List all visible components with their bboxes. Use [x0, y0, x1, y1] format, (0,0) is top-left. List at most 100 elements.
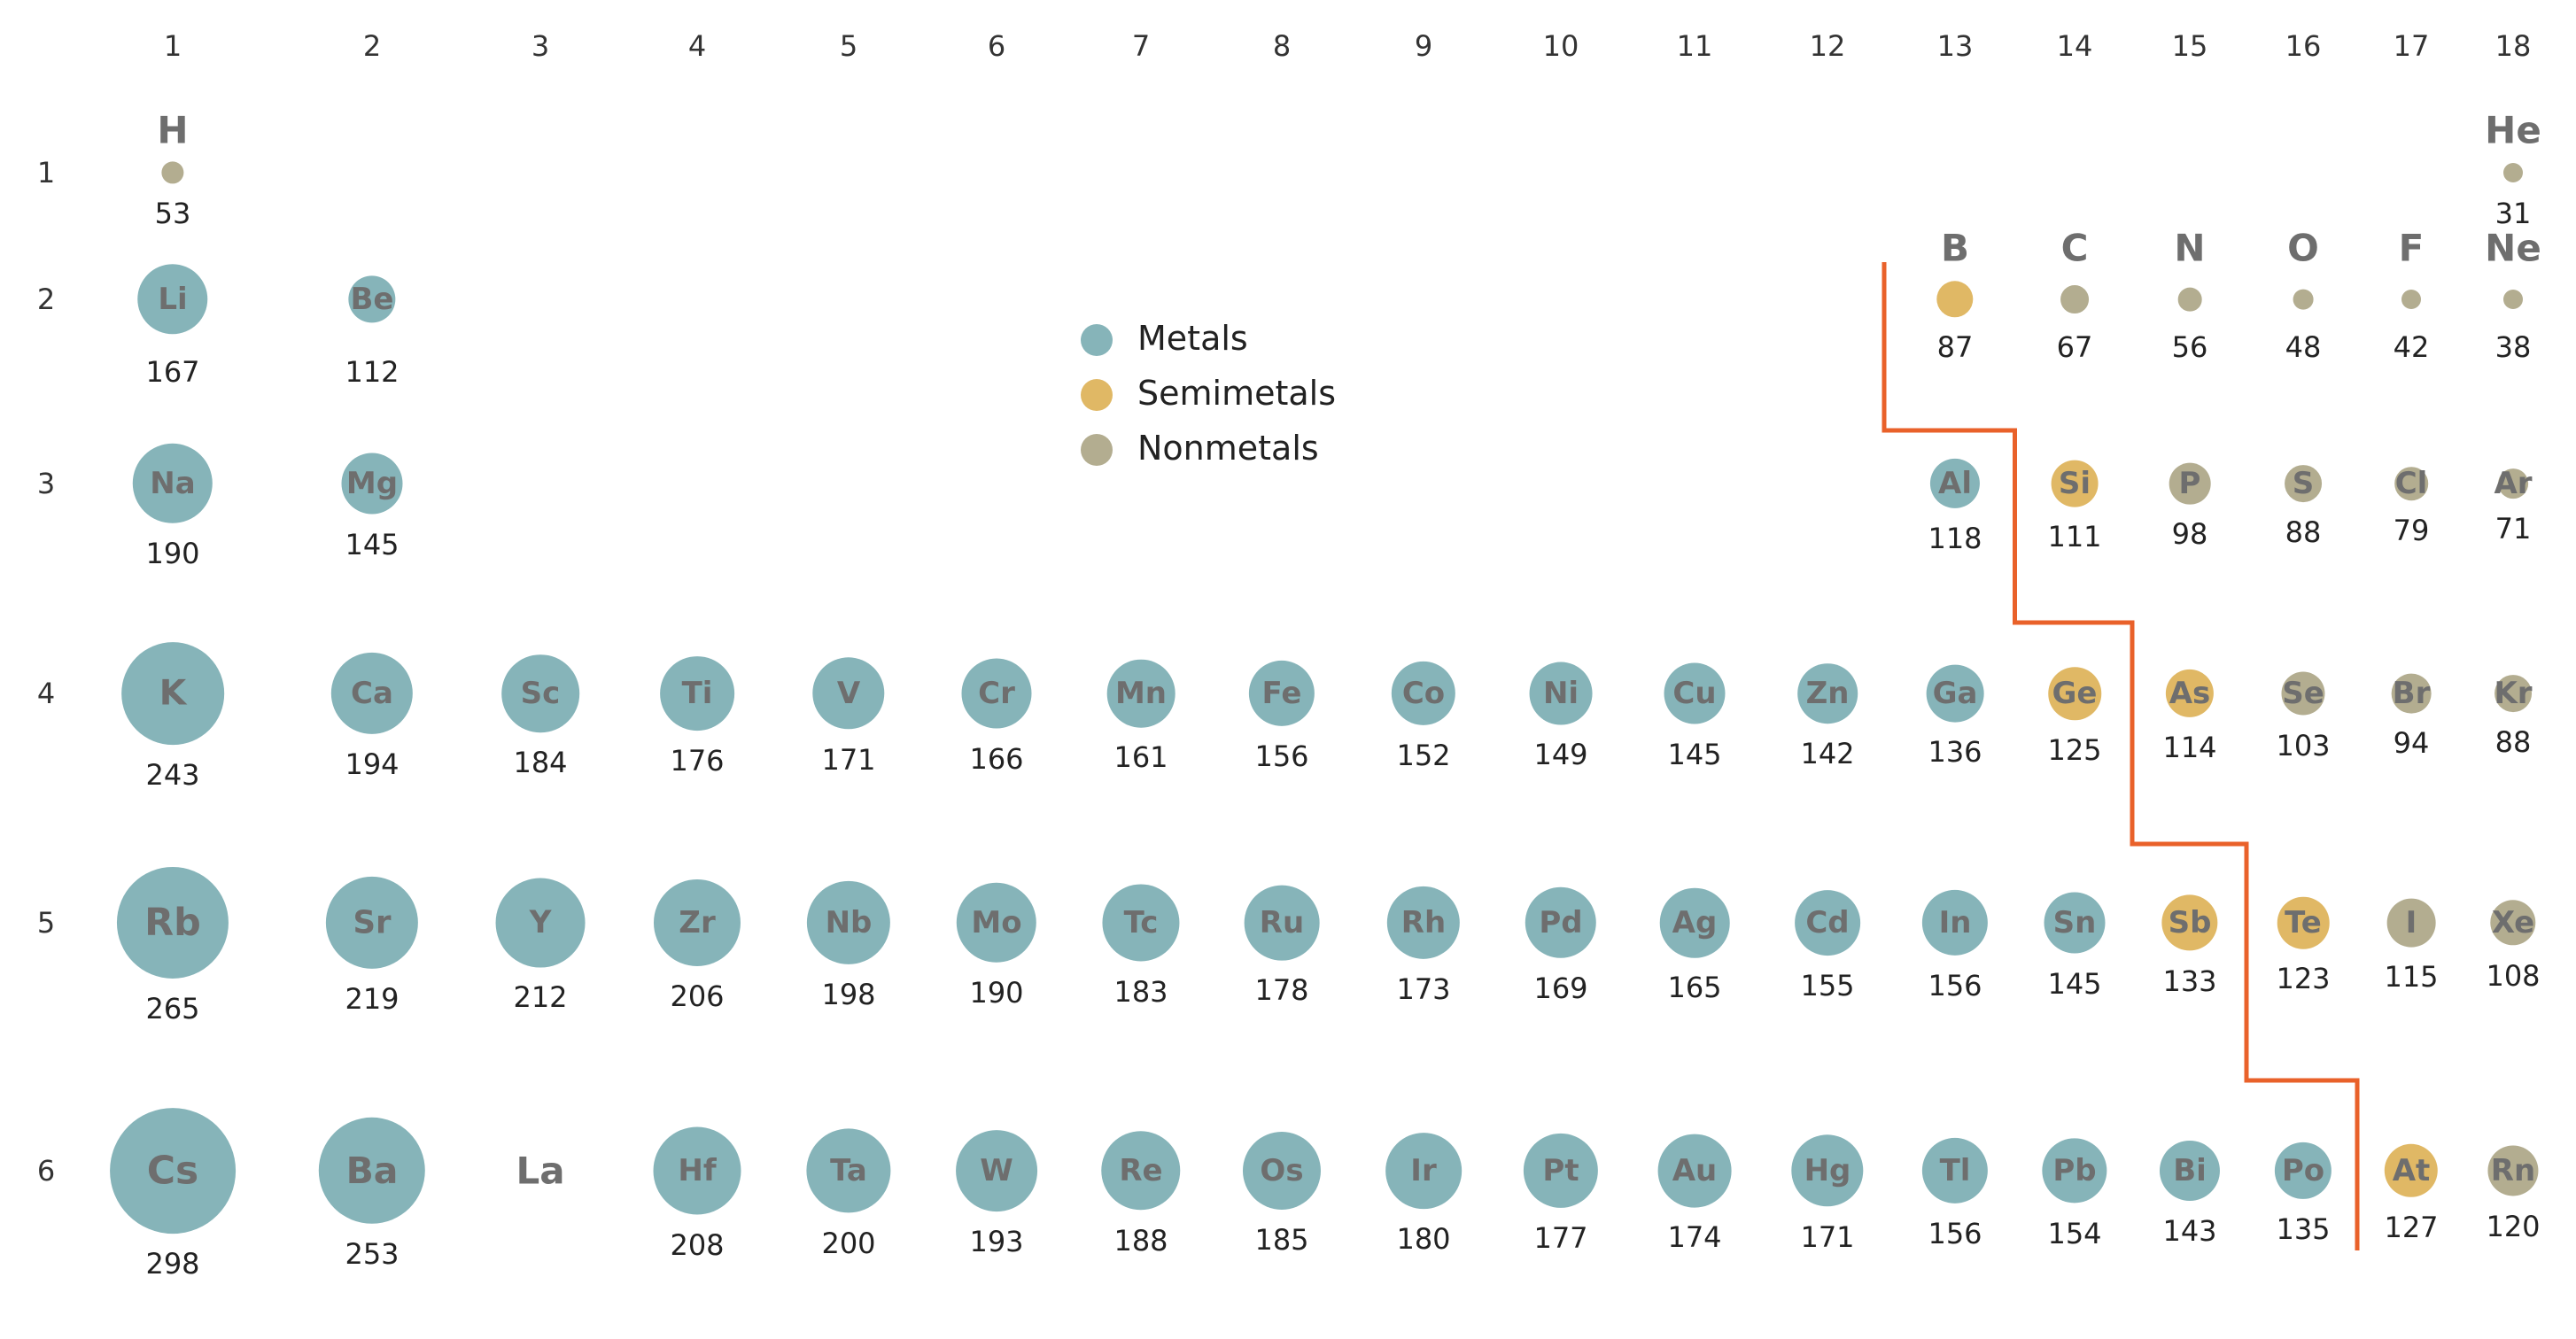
- element-symbol: Y: [529, 905, 552, 940]
- element-symbol: Se: [2282, 676, 2324, 711]
- atomic-radius-value: 165: [1667, 971, 1722, 1005]
- atom-circle: [137, 264, 208, 335]
- atom-circle: [1926, 664, 1984, 723]
- atom-circle: [1244, 885, 1320, 961]
- element-symbol: Ni: [1542, 676, 1579, 711]
- atomic-radius-value: 115: [2384, 960, 2439, 995]
- atomic-radius-value: 87: [1936, 330, 1974, 364]
- element-symbol: Po: [2281, 1153, 2325, 1188]
- atom-circle: [2384, 1143, 2439, 1198]
- atomic-radius-value: 161: [1113, 740, 1168, 775]
- element-symbol: H: [157, 108, 189, 152]
- element-symbol: Ge: [2052, 676, 2098, 711]
- atomic-radius-value: 38: [2495, 330, 2532, 364]
- atom-circle: [110, 1108, 236, 1234]
- atomic-radius-value: 79: [2393, 513, 2430, 547]
- column-number: 1: [163, 29, 182, 63]
- atomic-radius-value: 194: [345, 747, 400, 782]
- atomic-radius-value: 177: [1533, 1221, 1588, 1256]
- element-symbol: As: [2169, 676, 2211, 711]
- atom-circle: [341, 453, 403, 515]
- atom-circle: [961, 658, 1032, 729]
- atom-circle: [2386, 898, 2436, 948]
- atomic-radius-value: 48: [2285, 330, 2322, 364]
- element-symbol: I: [2405, 905, 2417, 940]
- atom-circle: [2391, 673, 2432, 714]
- atomic-radius-value: 190: [969, 976, 1024, 1010]
- legend-label: Metals: [1137, 319, 1248, 358]
- atomic-radius-value: 155: [1800, 968, 1855, 1002]
- atom-circle: [2503, 290, 2523, 309]
- element-symbol: C: [2060, 226, 2089, 270]
- atom-circle: [1391, 661, 1456, 726]
- atomic-radius-value: 200: [821, 1226, 876, 1260]
- atom-circle: [1529, 662, 1593, 725]
- atom-circle: [2285, 465, 2322, 502]
- atomic-radius-value: 156: [1254, 739, 1309, 774]
- atomic-radius-value: 108: [2486, 958, 2541, 993]
- atom-circle: [1525, 886, 1597, 959]
- element-symbol: Zn: [1805, 676, 1850, 711]
- atomic-radius-value: 206: [670, 979, 725, 1014]
- legend-swatch: [1081, 324, 1113, 356]
- atom-circle: [330, 652, 414, 735]
- element-symbol: Pb: [2052, 1153, 2097, 1188]
- element-symbol: Ca: [351, 676, 393, 711]
- element-symbol: Ir: [1410, 1153, 1437, 1188]
- atom-circle: [2177, 287, 2202, 312]
- atom-circle: [2044, 892, 2106, 954]
- atomic-radius-value: 208: [670, 1227, 725, 1262]
- element-symbol: Mg: [345, 466, 399, 501]
- atom-circle: [2503, 163, 2523, 182]
- atomic-radius-value: 94: [2393, 726, 2430, 761]
- column-number: 3: [531, 29, 550, 63]
- element-symbol: La: [516, 1149, 565, 1193]
- element-symbol: W: [980, 1153, 1013, 1188]
- atom-circle: [348, 275, 396, 323]
- atomic-radius-value: 42: [2393, 330, 2430, 364]
- element-symbol: Nb: [825, 905, 873, 940]
- atomic-radius-value: 133: [2162, 964, 2217, 998]
- atom-circle: [2401, 290, 2421, 309]
- atomic-radius-value: 183: [1113, 974, 1168, 1009]
- atomic-radius-value: 125: [2047, 732, 2102, 767]
- atomic-radius-value: 145: [2047, 966, 2102, 1001]
- element-symbol: Ag: [1672, 905, 1718, 940]
- atomic-radius-value: 174: [1667, 1220, 1722, 1255]
- element-symbol: N: [2174, 226, 2206, 270]
- atom-circle: [660, 656, 734, 731]
- atomic-radius-value: 173: [1396, 972, 1451, 1007]
- atom-circle: [1106, 659, 1175, 728]
- atomic-radius-value: 193: [969, 1224, 1024, 1258]
- atomic-radius-value: 118: [1928, 522, 1982, 556]
- atom-circle: [1242, 1131, 1322, 1211]
- atom-circle: [1791, 1134, 1864, 1207]
- element-symbol: Hg: [1804, 1153, 1851, 1188]
- atomic-radius-value: 56: [2171, 330, 2208, 364]
- atomic-radius-value: 167: [145, 355, 200, 389]
- atomic-radius-value: 103: [2276, 728, 2331, 762]
- atom-circle: [2394, 467, 2428, 500]
- atomic-radius-value: 169: [1533, 971, 1588, 1006]
- atomic-radius-value: 166: [969, 741, 1024, 776]
- atomic-radius-value: 265: [145, 992, 200, 1026]
- atomic-radius-value: 88: [2495, 724, 2532, 759]
- atomic-radius-value: 176: [670, 743, 725, 778]
- element-symbol: Rb: [144, 901, 201, 945]
- atom-circle: [495, 878, 586, 968]
- legend-label: Nonmetals: [1137, 429, 1319, 468]
- atom-circle: [2495, 675, 2532, 712]
- element-symbol: P: [2178, 466, 2201, 501]
- element-symbol: Mo: [971, 905, 1022, 940]
- atom-circle: [806, 880, 891, 965]
- atom-circle: [1523, 1133, 1599, 1209]
- element-symbol: Ga: [1932, 676, 1978, 711]
- atom-circle: [1102, 884, 1180, 962]
- element-symbol: S: [2292, 466, 2315, 501]
- atomic-radius-value: 112: [345, 355, 400, 389]
- atom-circle: [2165, 669, 2215, 718]
- atomic-radius-value: 171: [1800, 1219, 1855, 1254]
- atomic-radius-value: 120: [2486, 1209, 2541, 1243]
- atom-circle: [2490, 900, 2536, 946]
